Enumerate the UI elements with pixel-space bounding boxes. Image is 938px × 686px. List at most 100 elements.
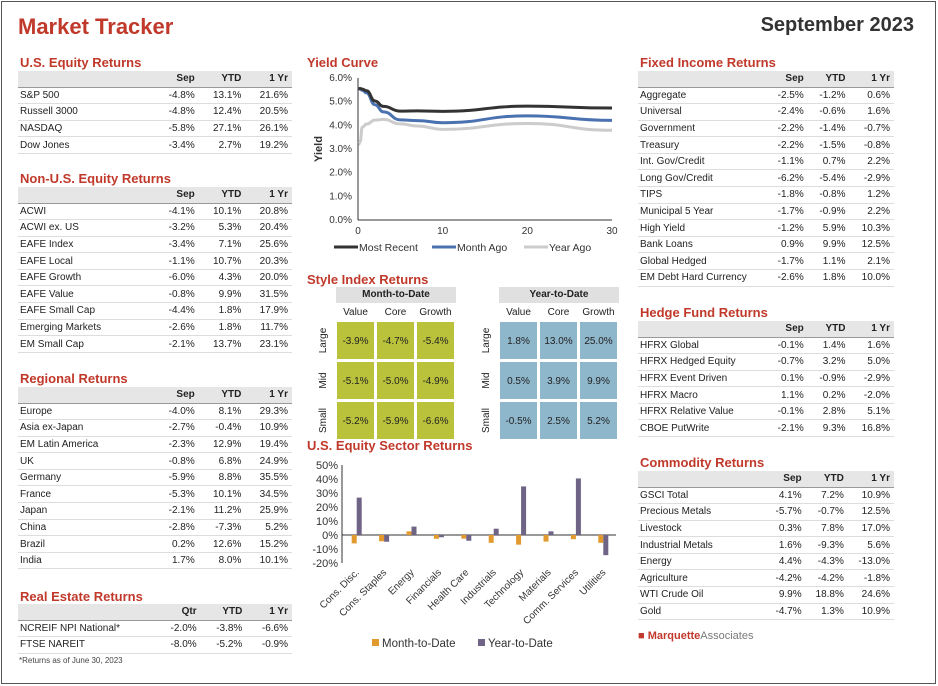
table-cell: Germany <box>18 469 155 487</box>
column-header <box>638 471 766 488</box>
style-cell: -5.1% <box>336 361 375 400</box>
table-cell: UK <box>18 452 155 470</box>
table-cell: NCREIF NPI National* <box>18 620 155 638</box>
table-cell: -1.7% <box>766 203 808 221</box>
table-cell: Municipal 5 Year <box>638 203 766 221</box>
sector-bar <box>516 535 522 545</box>
table-cell: Energy <box>638 553 766 571</box>
sector-bar <box>493 528 499 535</box>
table-cell: 0.3% <box>766 520 806 538</box>
table-cell: 13.1% <box>198 87 246 105</box>
y-tick-label: -20% <box>312 558 338 570</box>
table-cell: High Yield <box>638 219 766 237</box>
table-cell: 10.9% <box>245 419 292 437</box>
table-cell: -2.5% <box>766 87 808 105</box>
table-cell: -4.8% <box>155 103 199 121</box>
table-row: HFRX Global -0.1% 1.4% 1.6% <box>638 337 894 355</box>
style-cell: 9.9% <box>579 361 618 400</box>
table-cell: 20.8% <box>245 203 292 221</box>
table-row: Emerging Markets -2.6% 1.8% 11.7% <box>18 319 292 337</box>
style-cell: 13.0% <box>539 321 578 360</box>
column-header: 1 Yr <box>245 71 292 88</box>
table-cell: -0.1% <box>766 337 808 355</box>
table-cell: 1.8% <box>807 269 850 287</box>
table-cell: -5.8% <box>155 120 199 138</box>
table-cell: -4.4% <box>155 302 199 320</box>
style-cell: -5.9% <box>376 401 415 440</box>
style-column-label: Core <box>547 307 570 318</box>
table-cell: 19.4% <box>245 436 292 454</box>
column-header: YTD <box>807 321 850 338</box>
table-cell: 16.8% <box>849 419 894 438</box>
table-cell: 35.5% <box>245 469 292 487</box>
table-cell: 2.2% <box>849 153 894 171</box>
column-header: Sep <box>155 71 199 88</box>
column-header: 1 Yr <box>849 71 894 88</box>
table-cell: -0.8% <box>849 136 894 154</box>
table-cell: 20.4% <box>245 219 292 237</box>
table-cell: Livestock <box>638 520 766 538</box>
table-cell: 12.5% <box>847 503 894 521</box>
table-row: Bank Loans 0.9% 9.9% 12.5% <box>638 236 894 254</box>
table-cell: -2.6% <box>155 319 199 337</box>
table-cell: 12.5% <box>849 236 894 254</box>
fixed-income-table: Sep YTD 1 Yr Aggregate -2.5% -1.2% 0.6% Univers… <box>638 71 894 287</box>
table-row: Municipal 5 Year -1.7% -0.9% 2.2% <box>638 203 894 221</box>
style-cell: 5.2% <box>579 401 618 440</box>
table-cell: 2.7% <box>198 136 246 154</box>
table-cell: -1.1% <box>155 252 199 270</box>
table-cell: 4.4% <box>766 553 806 571</box>
table-cell: Precious Metals <box>638 503 766 521</box>
table-cell: -3.4% <box>155 236 199 254</box>
sector-bar <box>598 535 604 543</box>
table-cell: ACWI ex. US <box>18 219 155 237</box>
table-row: Precious Metals -5.7% -0.7% 12.5% <box>638 503 894 521</box>
table-row: Energy 4.4% -4.3% -13.0% <box>638 553 894 571</box>
sector-bar <box>384 535 390 542</box>
table-cell: 1.1% <box>807 252 850 271</box>
x-tick-label: 20 <box>522 226 534 237</box>
table-cell: Dow Jones <box>18 136 155 154</box>
legend-swatch <box>478 639 485 646</box>
style-cell: -4.9% <box>416 361 455 400</box>
sector-bar <box>461 535 467 539</box>
table-cell: 10.1% <box>198 203 246 221</box>
table-cell: 3.2% <box>807 353 850 371</box>
x-tick-label: 0 <box>355 226 361 237</box>
table-cell: 20.0% <box>245 269 292 287</box>
table-cell: EM Latin America <box>18 436 155 454</box>
style-row-label: Small <box>318 408 329 434</box>
y-axis-label: Yield <box>313 136 325 162</box>
table-cell: 24.6% <box>847 586 894 604</box>
table-cell: Japan <box>18 502 155 520</box>
table-row: Gold -4.7% 1.3% 10.9% <box>638 603 894 621</box>
table-cell: Aggregate <box>638 87 766 105</box>
style-row-label: Mid <box>318 372 329 389</box>
table-cell: -2.8% <box>155 519 199 537</box>
table-cell: 1.2% <box>849 186 894 204</box>
table-cell: 1.7% <box>155 552 199 570</box>
yield-series-line <box>357 117 613 146</box>
table-cell: 24.9% <box>245 452 292 470</box>
table-cell: 10.0% <box>849 269 894 287</box>
table-row: Livestock 0.3% 7.8% 17.0% <box>638 520 894 538</box>
sector-bar <box>433 535 439 539</box>
table-cell: 5.1% <box>849 403 894 421</box>
style-cell: -6.6% <box>416 401 455 440</box>
us-equity-table: Sep YTD 1 Yr S&P 500 -4.8% 13.1% 21.6% Russell … <box>18 71 292 154</box>
table-cell: -3.4% <box>155 136 199 154</box>
table-header: Sep YTD 1 Yr <box>18 187 292 204</box>
regional-title: Regional Returns <box>20 371 128 386</box>
table-cell: S&P 500 <box>18 87 155 105</box>
column-header: Sep <box>155 387 199 404</box>
real-estate-title: Real Estate Returns <box>20 589 143 604</box>
table-cell: 5.3% <box>198 219 246 237</box>
table-row: Germany -5.9% 8.8% 35.5% <box>18 469 292 487</box>
table-row: EAFE Value -0.8% 9.9% 31.5% <box>18 285 292 304</box>
table-cell: -5.7% <box>766 503 806 521</box>
table-cell: 0.9% <box>766 236 808 254</box>
table-cell: 10.7% <box>198 252 246 270</box>
table-cell: India <box>18 552 155 570</box>
table-cell: 6.8% <box>198 452 246 470</box>
